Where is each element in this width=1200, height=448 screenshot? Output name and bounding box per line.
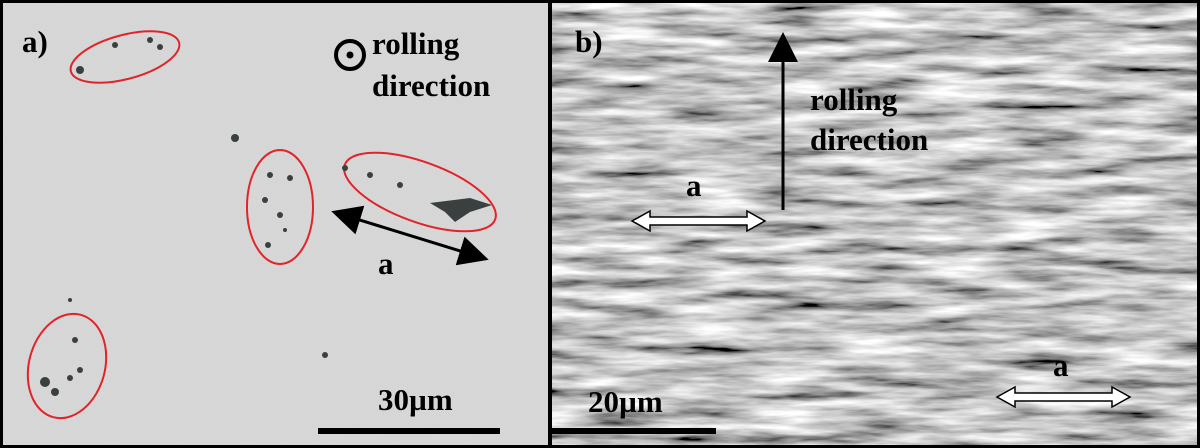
- arrow-label: a: [686, 168, 702, 203]
- width-arrows: [630, 209, 1132, 409]
- annotation: direction: [810, 122, 928, 157]
- annotation: direction: [372, 68, 490, 103]
- panel-label: a): [22, 24, 48, 59]
- panel-a: a) rolling direction a 30µm: [0, 0, 550, 448]
- out-of-plane-symbol: [334, 39, 366, 71]
- scale-bar: [552, 428, 716, 434]
- arrow-label: a: [1053, 348, 1069, 383]
- annotation: rolling: [372, 26, 460, 61]
- divider: [548, 0, 552, 448]
- panel-label: b): [575, 24, 603, 59]
- panel-b: b) rolling direction a a 20µm: [552, 0, 1200, 448]
- scale-bar-label: 20µm: [588, 384, 663, 419]
- arrow-label: a: [378, 246, 394, 281]
- scale-bar-label: 30µm: [378, 382, 453, 417]
- out-of-plane-dot: [346, 51, 354, 59]
- scale-bar: [318, 428, 500, 434]
- annotation: rolling: [810, 82, 898, 117]
- arrow: [331, 205, 489, 266]
